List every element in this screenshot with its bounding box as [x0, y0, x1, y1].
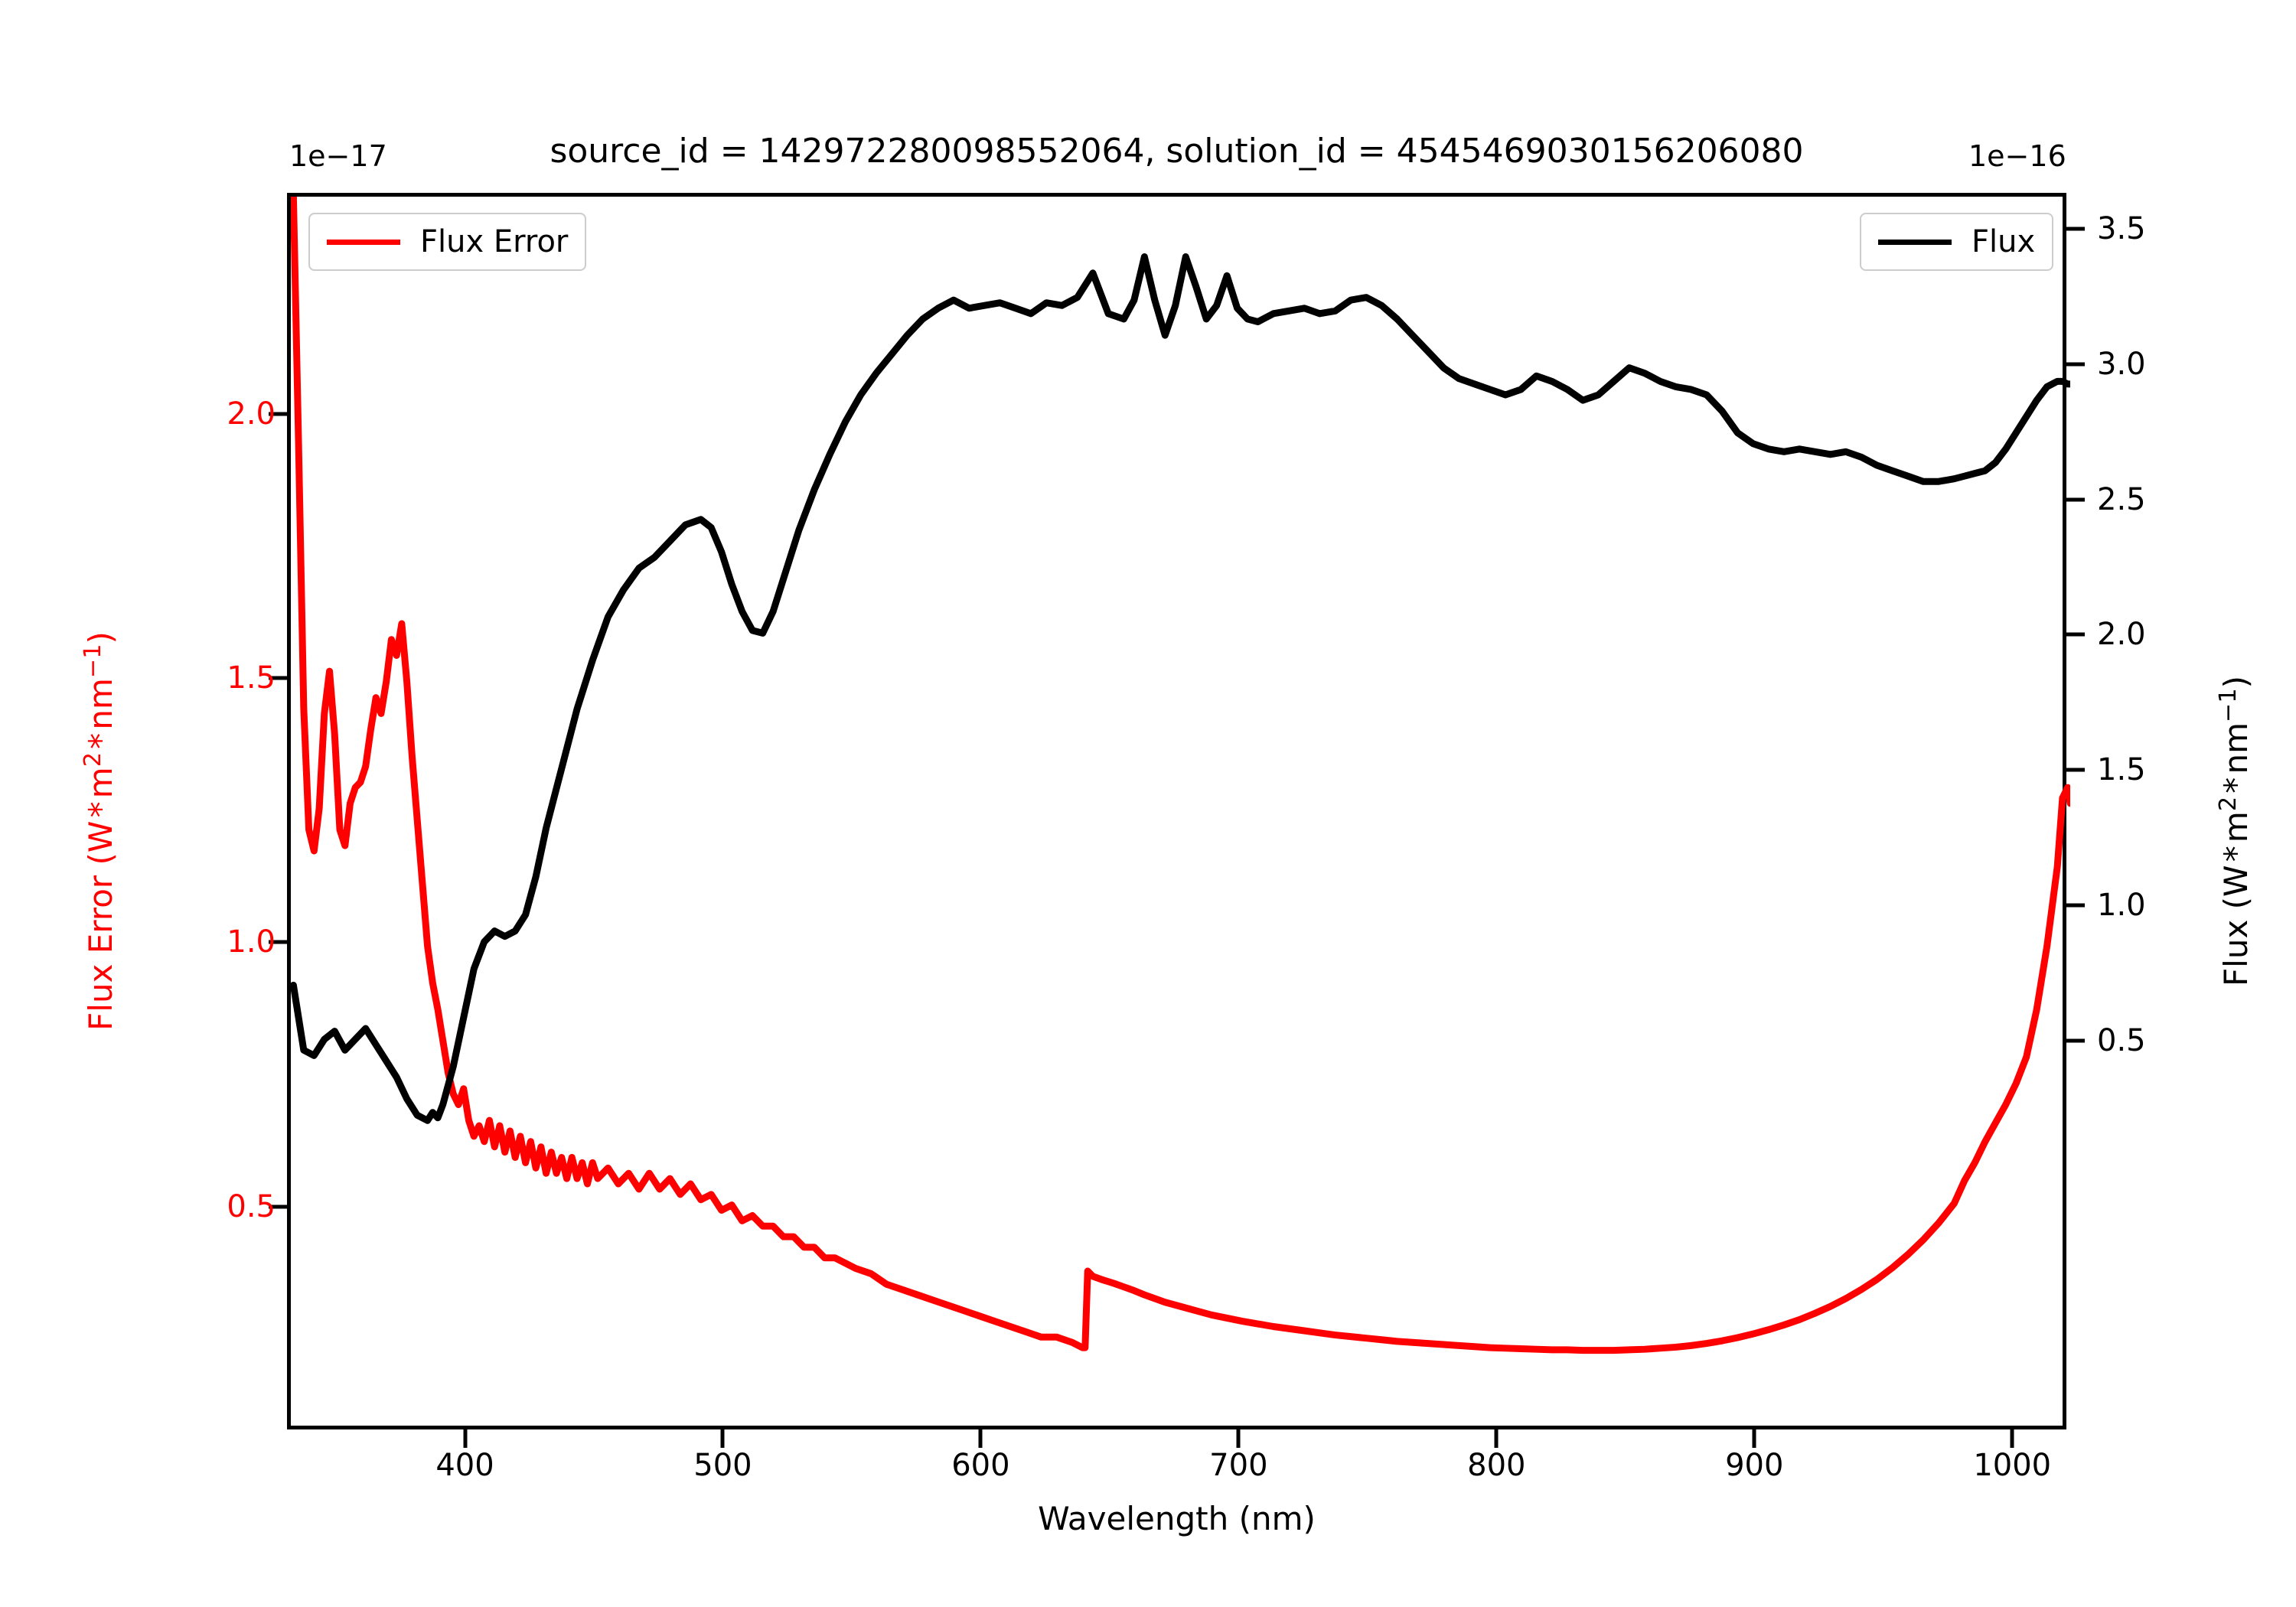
- right-axis-tick-label: 2.0: [2097, 617, 2146, 653]
- right-axis-tick-mark: [2066, 1038, 2085, 1043]
- left-axis-tick-mark: [269, 676, 287, 680]
- x-axis-tick-mark: [1494, 1429, 1499, 1448]
- x-axis-title-text: Wavelength (nm): [1038, 1500, 1316, 1537]
- x-axis-tick-label: 900: [1725, 1448, 1784, 1483]
- left-axis-offset-text: 1e−17: [289, 139, 387, 173]
- x-axis-tick-mark: [1752, 1429, 1756, 1448]
- legend-flux[interactable]: Flux: [1860, 213, 2054, 271]
- x-axis-tick-label: 600: [951, 1448, 1010, 1483]
- x-axis-tick-label: 800: [1467, 1448, 1526, 1483]
- right-axis-offset-text: 1e−16: [1968, 139, 2066, 173]
- right-axis-tick-mark: [2066, 497, 2085, 502]
- left-axis-tick-label: 0.5: [227, 1188, 276, 1224]
- right-axis-tick-mark: [2066, 768, 2085, 772]
- left-axis-tick-mark: [269, 940, 287, 944]
- legend-label-flux: Flux: [1971, 224, 2036, 259]
- series-line-flux: [291, 253, 2070, 1124]
- x-axis-tick-mark: [978, 1429, 983, 1448]
- x-axis-tick-label: 700: [1209, 1448, 1268, 1483]
- plot-svg: [291, 197, 2070, 1354]
- x-axis-tick-label: 500: [693, 1448, 752, 1483]
- page-title: source_id = 142972280098552064, solution…: [550, 132, 1804, 171]
- left-axis-tick-label: 1.5: [227, 660, 276, 696]
- x-axis-tick-mark: [463, 1429, 467, 1448]
- x-axis-tick-label: 400: [435, 1448, 494, 1483]
- x-axis-title: Wavelength (nm): [287, 1500, 2066, 1537]
- right-axis-tick-label: 1.5: [2097, 752, 2146, 788]
- right-axis-tick-label: 0.5: [2097, 1023, 2146, 1059]
- series-line-flux-error: [291, 197, 2070, 1354]
- right-axis-tick-label: 2.5: [2097, 481, 2146, 517]
- x-axis-tick-mark: [720, 1429, 725, 1448]
- right-axis-tick-label: 1.0: [2097, 888, 2146, 924]
- right-axis-tick-mark: [2066, 362, 2085, 367]
- left-axis-tick-label: 1.0: [227, 924, 276, 960]
- right-axis-tick-label: 3.0: [2097, 346, 2146, 382]
- right-axis-title: Flux (W * m2 * nm−1): [2215, 676, 2255, 986]
- x-axis-tick-label: 1000: [1973, 1448, 2052, 1483]
- x-axis-tick-mark: [1236, 1429, 1241, 1448]
- x-axis-tick-mark: [2010, 1429, 2014, 1448]
- right-axis-tick-label: 3.5: [2097, 210, 2146, 246]
- plot-area: [287, 193, 2070, 1429]
- left-axis-tick-mark: [269, 412, 287, 416]
- left-axis-tick-mark: [269, 1204, 287, 1209]
- right-axis-tick-mark: [2066, 903, 2085, 908]
- left-axis-tick-label: 2.0: [227, 396, 276, 432]
- legend-label-flux-error: Flux Error: [420, 224, 569, 259]
- legend-line-swatch-flux-error: [327, 239, 400, 245]
- legend-flux-error[interactable]: Flux Error: [308, 213, 587, 271]
- right-axis-tick-mark: [2066, 632, 2085, 637]
- legend-line-swatch-flux: [1878, 239, 1952, 245]
- left-axis-title: Flux Error (W * m2 * nm−1): [80, 631, 119, 1031]
- right-axis-tick-mark: [2066, 227, 2085, 231]
